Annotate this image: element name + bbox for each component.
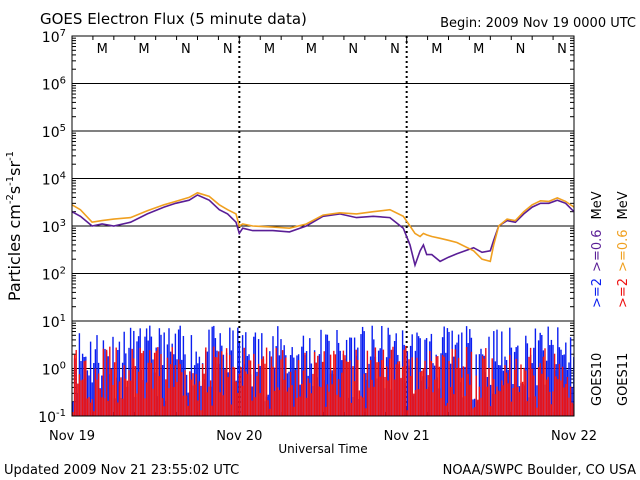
y-tick-label: 102 (42, 266, 66, 284)
y-label-base: Particles cm (5, 204, 24, 301)
legend-goes10-energies: >=2 >=0.6 MeV (590, 191, 605, 308)
x-tick-label: Nov 20 (216, 429, 262, 444)
x-tick-label: Nov 19 (49, 429, 95, 444)
legend-goes10-06mev: >=0.6 (590, 229, 605, 271)
marker-n: N (557, 42, 567, 57)
marker-n: N (223, 42, 233, 57)
y-label-exp2: -1 (5, 176, 16, 186)
legend-goes11-energies: >=2 >=0.6 MeV (616, 191, 631, 308)
y-tick-label: 106 (42, 76, 66, 94)
chart-title: GOES Electron Flux (5 minute data) (40, 10, 307, 28)
svg-text:>=2>=0.6MeV: >=2 >=0.6 MeV (616, 191, 631, 308)
legend-goes11-2mev: >=2 (616, 278, 631, 308)
svg-text:>=2>=0.6MeV: >=2 >=0.6 MeV (590, 191, 605, 308)
plot-frame (71, 35, 575, 417)
marker-m: M (264, 42, 275, 57)
y-label-sr: sr (5, 161, 24, 176)
y-tick-label: 107 (42, 28, 66, 46)
marker-m: M (431, 42, 442, 57)
x-axis-label: Universal Time (278, 442, 367, 456)
marker-n: N (516, 42, 526, 57)
begin-label: Begin: 2009 Nov 19 0000 UTC (440, 16, 636, 31)
y-tick-labels: 107 106 105 104 103 102 101 100 10-1 (38, 28, 66, 426)
legend-goes11-06mev: >=0.6 (616, 229, 631, 271)
marker-m: M (473, 42, 484, 57)
marker-m: M (97, 42, 108, 57)
legend-mev-bottom: MeV (616, 191, 631, 219)
footer-updated: Updated 2009 Nov 21 23:55:02 UTC (4, 463, 239, 478)
marker-n: N (390, 42, 400, 57)
flux-line-goes11 (71, 191, 575, 263)
legend-goes10-2mev: >=2 (590, 278, 605, 308)
x-tick-label: Nov 21 (384, 429, 430, 444)
flux-lines (71, 191, 575, 268)
y-axis-label: Particles cm-2s-1sr-1 (5, 151, 24, 301)
marker-m: M (306, 42, 317, 57)
marker-m: M (138, 42, 149, 57)
legend-goes11: GOES11 (616, 353, 631, 406)
flux-line-goes10 (71, 194, 575, 268)
x-tick-labels: Nov 19 Nov 20 Nov 21 Nov 22 (49, 429, 597, 444)
low-channel-bars (72, 325, 575, 416)
legend-mev-top: MeV (590, 191, 605, 219)
y-label-s: s (5, 186, 24, 194)
y-tick-label: 101 (42, 313, 66, 331)
y-label-exp1: -2 (5, 194, 16, 204)
y-label-exp3: -1 (5, 151, 16, 161)
marker-n: N (181, 42, 191, 57)
y-tick-label: 10-1 (38, 408, 66, 426)
y-tick-label: 100 (42, 361, 66, 379)
x-tick-label: Nov 22 (551, 429, 597, 444)
y-tick-label: 104 (42, 171, 66, 189)
marker-n: N (348, 42, 358, 57)
legend-goes10: GOES10 (590, 353, 605, 406)
footer-agency: NOAA/SWPC Boulder, CO USA (443, 463, 636, 478)
y-tick-label: 105 (42, 123, 66, 141)
y-tick-label: 103 (42, 218, 66, 236)
